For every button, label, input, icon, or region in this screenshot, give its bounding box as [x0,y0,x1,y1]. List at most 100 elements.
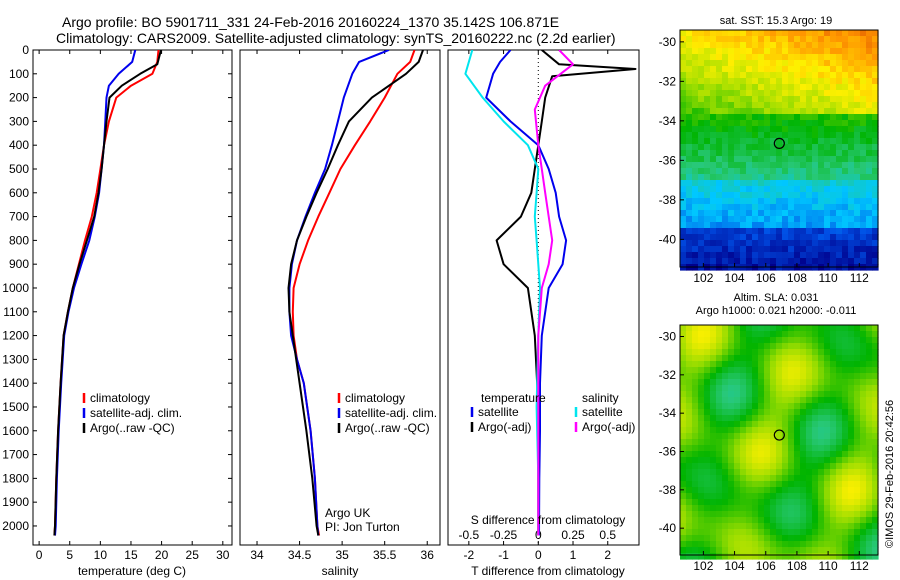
map-cell [872,42,879,49]
map-cell [758,96,765,103]
map-cell [866,198,873,205]
map-cell [788,66,795,73]
map-cell [788,403,795,410]
map-cell [710,258,717,265]
map-cell [758,325,765,332]
map-cell [854,168,861,175]
map-cell [728,108,735,115]
map-cell [854,421,861,428]
map-cell [770,505,777,512]
map-cell [842,499,849,506]
map-cell [818,144,825,151]
map-cell [680,391,687,398]
map-cell [836,451,843,458]
map-cell [734,469,741,476]
map-cell [794,234,801,241]
map-cell [764,48,771,55]
map-cell [854,252,861,259]
map-cell [812,144,819,151]
map-cell [806,120,813,127]
x-tick-label-top: 0.5 [599,528,616,542]
map-cell [716,337,723,344]
map-cell [764,493,771,500]
map-cell [776,78,783,85]
map-cell [842,475,849,482]
map-cell [728,553,735,560]
map-cell [710,499,717,506]
map-cell [722,54,729,61]
x-tick-label: 10 [94,548,108,562]
map-cell [824,457,831,464]
map-cell [848,385,855,392]
map-cell [752,144,759,151]
map-cell [824,523,831,530]
map-cell [698,397,705,404]
map-cell [776,240,783,247]
map-cell [758,385,765,392]
map-cell [776,156,783,163]
map-cell [800,409,807,416]
map-cell [788,367,795,374]
map-cell [704,126,711,133]
map-cell [782,228,789,235]
map-cell [860,180,867,187]
map-cell [686,78,693,85]
map-cell [860,228,867,235]
map-cell [794,523,801,530]
map-cell [788,156,795,163]
map-cell [728,463,735,470]
map-cell [818,475,825,482]
map-cell [854,120,861,127]
map-cell [722,234,729,241]
map-cell [794,499,801,506]
map-cell [818,451,825,458]
map-cell [752,216,759,223]
map-cell [854,90,861,97]
map-cell [752,228,759,235]
map-cell [692,48,699,55]
map-cell [764,216,771,223]
map-cell [728,192,735,199]
sst-map-title: sat. SST: 15.3 Argo: 19 [720,15,833,27]
map-cell [824,469,831,476]
map-cell [698,66,705,73]
map-cell [764,421,771,428]
map-cell [782,529,789,536]
map-cell [824,144,831,151]
map-cell [842,162,849,169]
map-cell [860,174,867,181]
map-cell [866,511,873,518]
map-cell [740,367,747,374]
map-cell [812,499,819,506]
map-cell [860,535,867,542]
map-cell [788,541,795,548]
map-cell [800,421,807,428]
map-cell [758,252,765,259]
map-cell [680,210,687,217]
map-cell [752,547,759,554]
map-cell [740,535,747,542]
map-cell [812,120,819,127]
temperature-x-ticks: 0 5 10 15 20 25 30 [36,50,230,562]
map-cell [692,517,699,524]
map-cell [734,186,741,193]
map-cell [788,246,795,253]
map-cell [782,445,789,452]
map-cell [806,258,813,265]
map-cell [788,325,795,332]
map-cell [686,343,693,350]
map-cell [764,66,771,73]
map-cell [722,96,729,103]
map-cell [854,54,861,61]
map-cell [848,331,855,338]
map-cell [866,204,873,211]
map-cell [746,475,753,482]
map-cell [824,156,831,163]
map-cell [794,337,801,344]
map-cell [692,373,699,380]
map-cell [758,475,765,482]
map-cell [806,505,813,512]
map-cell [698,72,705,79]
map-cell [770,240,777,247]
map-cell [842,523,849,530]
